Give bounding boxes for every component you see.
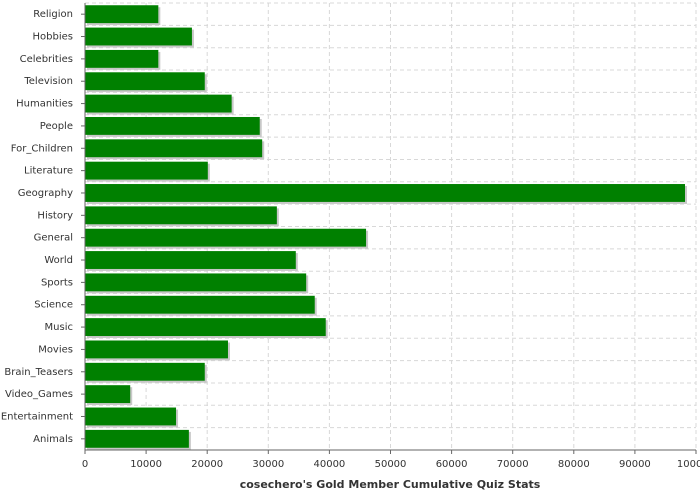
y-tick-label: For_Children (11, 143, 73, 154)
y-tick-label: Animals (33, 434, 73, 445)
x-tick-label: 30000 (252, 459, 284, 470)
y-tick-label: Music (45, 322, 73, 333)
y-tick-label: Hobbies (33, 32, 73, 43)
bar (85, 407, 177, 426)
y-tick-label: Humanities (16, 99, 73, 110)
x-tick-label: 100000 (677, 459, 700, 470)
y-tick-label: Video_Games (5, 389, 73, 400)
y-tick-label: History (37, 210, 73, 221)
bar (85, 27, 192, 46)
y-tick-label: People (40, 121, 73, 132)
x-tick-label: 20000 (191, 459, 223, 470)
bar (85, 251, 296, 269)
bar (85, 340, 228, 359)
y-tick-label: Literature (24, 166, 73, 177)
y-tick-label: Geography (18, 188, 73, 199)
bar (85, 94, 232, 113)
bar (85, 5, 159, 24)
y-tick-label: General (34, 233, 73, 244)
bar (85, 72, 205, 91)
y-tick-label: Brain_Teasers (4, 367, 73, 378)
y-tick-label: Television (23, 76, 73, 87)
x-tick-label: 0 (82, 459, 88, 470)
y-tick-label: Entertainment (1, 411, 73, 422)
bar (85, 385, 131, 404)
x-axis-title: cosechero's Gold Member Cumulative Quiz … (240, 478, 541, 491)
bar (85, 362, 205, 381)
y-tick-label: Celebrities (20, 54, 73, 65)
x-tick-label: 90000 (619, 459, 651, 470)
y-tick-label: Science (34, 300, 73, 311)
x-tick-label: 10000 (130, 459, 162, 470)
y-tick-label: Religion (33, 9, 73, 20)
bar (85, 116, 260, 135)
bar (85, 429, 189, 448)
y-tick-label: Movies (38, 344, 73, 355)
bar (85, 228, 367, 247)
y-tick-label: World (44, 255, 73, 266)
bar (85, 49, 159, 68)
x-tick-label: 50000 (375, 459, 407, 470)
bar (85, 161, 208, 180)
y-tick-label: Sports (41, 277, 73, 288)
bar (85, 318, 326, 337)
bar (85, 206, 277, 225)
bar (85, 273, 307, 292)
x-tick-label: 80000 (558, 459, 590, 470)
bar (85, 184, 686, 202)
x-tick-label: 60000 (436, 459, 468, 470)
bar (85, 295, 315, 314)
x-tick-label: 40000 (313, 459, 345, 470)
bar (85, 139, 263, 158)
x-tick-label: 70000 (497, 459, 529, 470)
